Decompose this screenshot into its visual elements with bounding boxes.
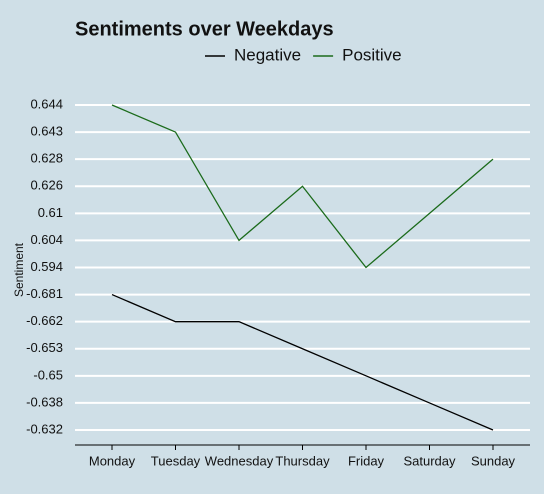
y-tick-label: 0.644: [30, 96, 63, 111]
x-tick-label: Tuesday: [151, 453, 201, 468]
y-tick-label: 0.61: [38, 205, 63, 220]
y-tick-label: 0.643: [30, 124, 63, 139]
legend-label: Positive: [342, 45, 402, 64]
y-axis-label: Sentiment: [12, 242, 26, 297]
y-tick-label: -0.681: [26, 286, 63, 301]
x-tick-label: Wednesday: [205, 453, 274, 468]
x-tick-label: Monday: [89, 453, 136, 468]
y-tick-label: -0.662: [26, 313, 63, 328]
x-tick-label: Thursday: [275, 453, 330, 468]
y-tick-label: -0.638: [26, 394, 63, 409]
series-line: [111, 104, 494, 269]
y-tick-label: 0.594: [30, 259, 63, 274]
y-tick-label: -0.65: [33, 367, 63, 382]
y-tick-label: 0.628: [30, 151, 63, 166]
chart-title: Sentiments over Weekdays: [75, 18, 334, 40]
x-tick-label: Sunday: [471, 453, 516, 468]
y-tick-label: 0.626: [30, 178, 63, 193]
x-tick-label: Saturday: [403, 453, 456, 468]
series-line: [111, 293, 494, 431]
y-tick-label: 0.604: [30, 232, 63, 247]
legend-label: Negative: [234, 45, 301, 64]
y-tick-label: -0.653: [26, 340, 63, 355]
y-tick-label: -0.632: [26, 421, 63, 436]
x-tick-label: Friday: [348, 453, 385, 468]
